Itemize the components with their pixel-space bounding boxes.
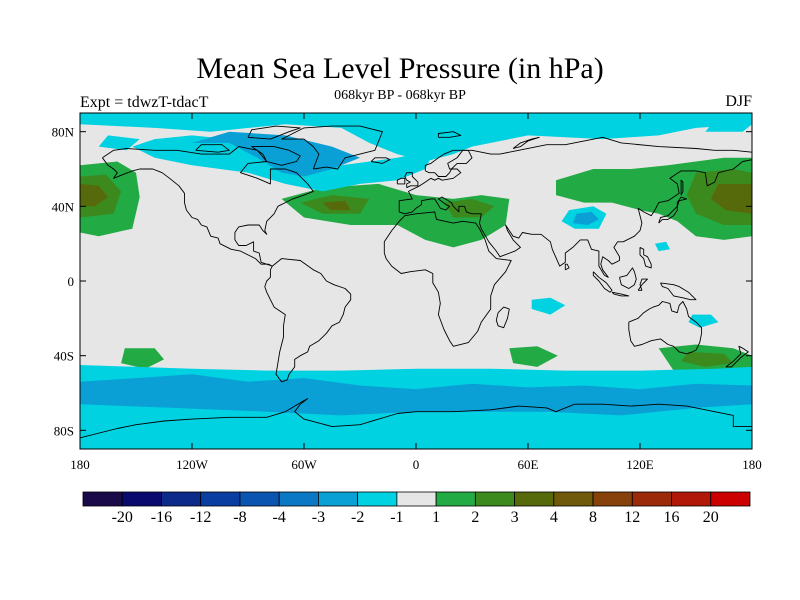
anomaly-region-28 (705, 120, 752, 132)
y-tick-label-2: 0 (68, 274, 75, 289)
coastline-sumatra (592, 271, 613, 293)
x-tick-label-0: 180 (70, 457, 90, 472)
anomaly-region-27 (98, 135, 140, 151)
map-title: Mean Sea Level Pressure (in hPa) (196, 52, 604, 85)
colorbar-label-15: 20 (703, 509, 719, 526)
coastline-borneo (619, 267, 637, 289)
anomaly-region-23 (531, 297, 566, 315)
colorbar-swatch-9 (435, 491, 476, 507)
coastline-australia (628, 301, 703, 355)
coastline-madagascar (495, 306, 510, 329)
x-tick-label-3: 0 (413, 457, 420, 472)
coastline-sri-lanka (564, 263, 570, 271)
colorbar-swatch-3 (200, 491, 241, 507)
colorbar-swatch-7 (357, 491, 398, 507)
colorbar-swatch-4 (239, 491, 280, 507)
colorbar-label-3: -8 (233, 509, 246, 526)
coastline-victoria-island (195, 144, 230, 153)
anomaly-region-13 (681, 351, 734, 367)
colorbar-label-9: 2 (471, 509, 479, 526)
coastline-ireland (396, 177, 406, 185)
colorbar-swatch-10 (474, 491, 515, 507)
anomaly-region-26 (654, 241, 670, 252)
coastline-philippines (639, 246, 652, 269)
anomaly-region-25 (696, 318, 706, 323)
colorbar-swatch-12 (553, 491, 594, 507)
coastline-north-america (102, 146, 314, 267)
anomaly-region-9 (710, 183, 752, 214)
colorbar-swatch-1 (121, 491, 162, 507)
coastline-layer (80, 125, 752, 439)
anomaly-region-22 (572, 211, 599, 225)
colorbar-label-8: 1 (432, 509, 440, 526)
colorbar-label-10: 3 (511, 509, 519, 526)
anomaly-region-10 (121, 348, 164, 369)
colorbar-label-0: -20 (112, 509, 133, 526)
colorbar: -20 -16 -12 -8 -4 -3 -2 -1 1 2 3 4 8 12 16 20 (82, 491, 751, 526)
anomaly-region-15 (80, 374, 752, 416)
coastline-greenland (281, 125, 383, 170)
colorbar-label-1: -16 (151, 509, 172, 526)
experiment-label: Expt = tdwzT-tdacT (80, 94, 209, 111)
coastline-java (611, 291, 630, 297)
map-subtitle: 068kyr BP - 068kyr BP (334, 88, 466, 103)
coastline-antarctica (80, 398, 752, 439)
anomaly-region-16 (80, 113, 752, 162)
y-tick-label-1: 40N (52, 199, 75, 214)
colorbar-label-12: 8 (589, 509, 597, 526)
colorbar-swatch-2 (161, 491, 202, 507)
coastline-ellesmere-island (247, 125, 301, 140)
coastline-baffin-island (251, 146, 301, 166)
colorbar-swatch-15 (671, 491, 712, 507)
coastline-great-britain (404, 172, 419, 189)
coastline-eurasia (398, 136, 752, 278)
colorbar-swatch-5 (278, 491, 319, 507)
coastline-japan (658, 196, 688, 224)
colorbar-label-13: 12 (624, 509, 640, 526)
coastline-new-zealand (725, 345, 749, 368)
coastline-sakhalin (680, 179, 684, 196)
coastline-scandinavia (424, 149, 473, 177)
x-tick-label-6: 180 (742, 457, 762, 472)
x-tick-label-2: 60W (291, 457, 317, 472)
colorbar-swatch-14 (631, 491, 672, 507)
pressure-anomaly-layer (80, 113, 752, 449)
colorbar-label-4: -4 (273, 509, 286, 526)
colorbar-label-6: -2 (351, 509, 364, 526)
y-tick-label-4: 80S (54, 423, 74, 438)
y-tick-label-3: 40S (54, 349, 74, 364)
colorbar-label-5: -3 (312, 509, 325, 526)
season-label: DJF (725, 93, 752, 110)
anomaly-region-2 (80, 183, 108, 207)
colorbar-label-14: 16 (664, 509, 680, 526)
colorbar-swatch-13 (592, 491, 633, 507)
colorbar-label-7: -1 (390, 509, 403, 526)
x-tick-label-4: 60E (518, 457, 539, 472)
colorbar-swatch-8 (396, 491, 437, 507)
coastline-new-guinea (660, 282, 697, 301)
colorbar-swatch-0 (82, 491, 123, 507)
colorbar-label-11: 4 (550, 509, 558, 526)
coastline-svalbard (437, 131, 462, 138)
anomaly-region-19 (270, 146, 304, 166)
axis-ticks: 180 120W 60W 0 60E 120E 180 80N 40N 0 40S 80S (52, 113, 762, 472)
anomaly-region-6 (444, 198, 495, 218)
coastline-novaya-zemlya (512, 136, 540, 149)
colorbar-swatch-11 (514, 491, 555, 507)
colorbar-swatch-6 (318, 491, 359, 507)
x-tick-label-1: 120W (176, 457, 209, 472)
y-tick-label-0: 80N (52, 125, 75, 140)
coastline-iceland (370, 157, 391, 164)
coastline-south-america (264, 258, 352, 383)
colorbar-label-2: -12 (190, 509, 211, 526)
colorbar-swatch-16 (710, 491, 751, 507)
anomaly-region-5 (322, 200, 351, 211)
coastline-africa (383, 211, 512, 347)
coastline-sulawesi (637, 278, 648, 291)
anomaly-region-11 (509, 346, 558, 367)
x-tick-label-5: 120E (626, 457, 654, 472)
